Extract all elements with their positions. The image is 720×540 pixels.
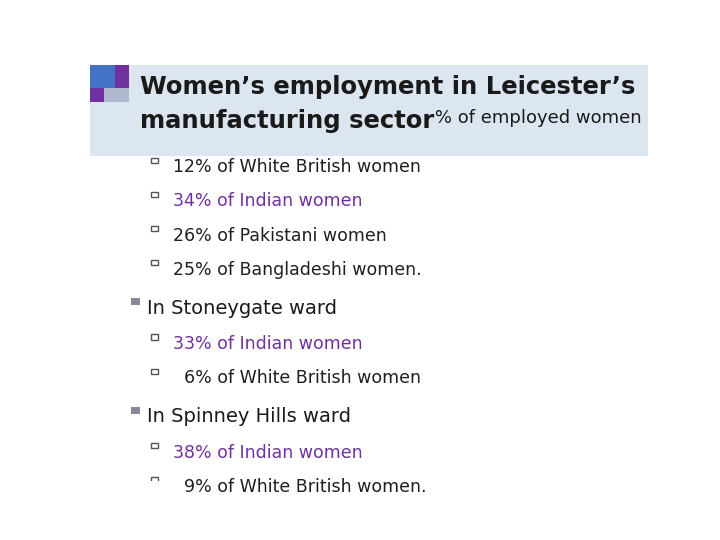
Bar — [131, 299, 140, 305]
Bar — [150, 443, 158, 448]
Text: : % of employed women: : % of employed women — [423, 109, 642, 127]
Text: manufacturing sector: manufacturing sector — [140, 109, 434, 133]
Bar — [150, 158, 158, 163]
Bar — [150, 477, 158, 482]
Text: 34% of Indian women: 34% of Indian women — [173, 192, 362, 211]
Bar — [90, 65, 115, 87]
Text: 9% of White British women.: 9% of White British women. — [173, 478, 426, 496]
Text: 26% of Pakistani women: 26% of Pakistani women — [173, 227, 387, 245]
Text: Women’s employment in Leicester’s: Women’s employment in Leicester’s — [140, 75, 636, 99]
Bar — [150, 226, 158, 231]
Bar — [90, 65, 648, 156]
Bar — [150, 334, 158, 340]
Bar — [131, 407, 140, 414]
Bar — [90, 87, 104, 102]
Text: 38% of Indian women: 38% of Indian women — [173, 443, 362, 462]
Bar — [104, 87, 129, 102]
Bar — [150, 192, 158, 197]
Text: 12% of White British women: 12% of White British women — [173, 158, 420, 177]
Text: 33% of Indian women: 33% of Indian women — [173, 335, 362, 353]
Text: In Spinney Hills ward: In Spinney Hills ward — [147, 407, 351, 427]
Bar — [150, 260, 158, 266]
Bar — [150, 368, 158, 374]
Text: 25% of Bangladeshi women.: 25% of Bangladeshi women. — [173, 261, 421, 279]
Text: 6% of White British women: 6% of White British women — [173, 369, 420, 387]
Bar — [115, 65, 129, 87]
Text: In Stoneygate ward: In Stoneygate ward — [147, 299, 337, 318]
